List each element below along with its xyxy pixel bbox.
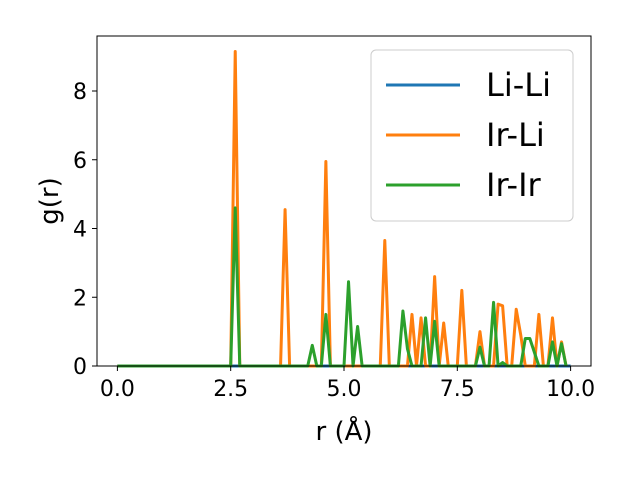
y-tick-label: 0 [73,355,87,380]
y-axis-label: g(r) [35,177,65,224]
y-tick-label: 4 [73,218,87,243]
legend-frame [370,49,574,222]
y-tick-label: 2 [73,286,87,311]
legend-label: Ir-Ir [486,166,542,204]
x-axis-label: r (Å) [315,415,372,447]
x-tick-label: 7.5 [440,377,475,402]
x-tick-label: 10.0 [546,377,595,402]
x-tick-label: 2.5 [213,377,248,402]
x-axis-ticks: 0.0 2.5 5.0 7.5 10.0 [100,366,595,402]
x-tick-label: 5.0 [327,377,362,402]
x-tick-label: 0.0 [100,377,135,402]
series-line-ir-ir [117,206,568,368]
legend: Li-Li Ir-Li Ir-Ir [370,49,574,222]
y-tick-label: 8 [73,80,87,105]
legend-label: Ir-Li [486,116,545,154]
y-axis-ticks: 0 2 4 6 8 [73,80,97,380]
y-tick-label: 6 [73,149,87,174]
legend-label: Li-Li [486,66,551,104]
